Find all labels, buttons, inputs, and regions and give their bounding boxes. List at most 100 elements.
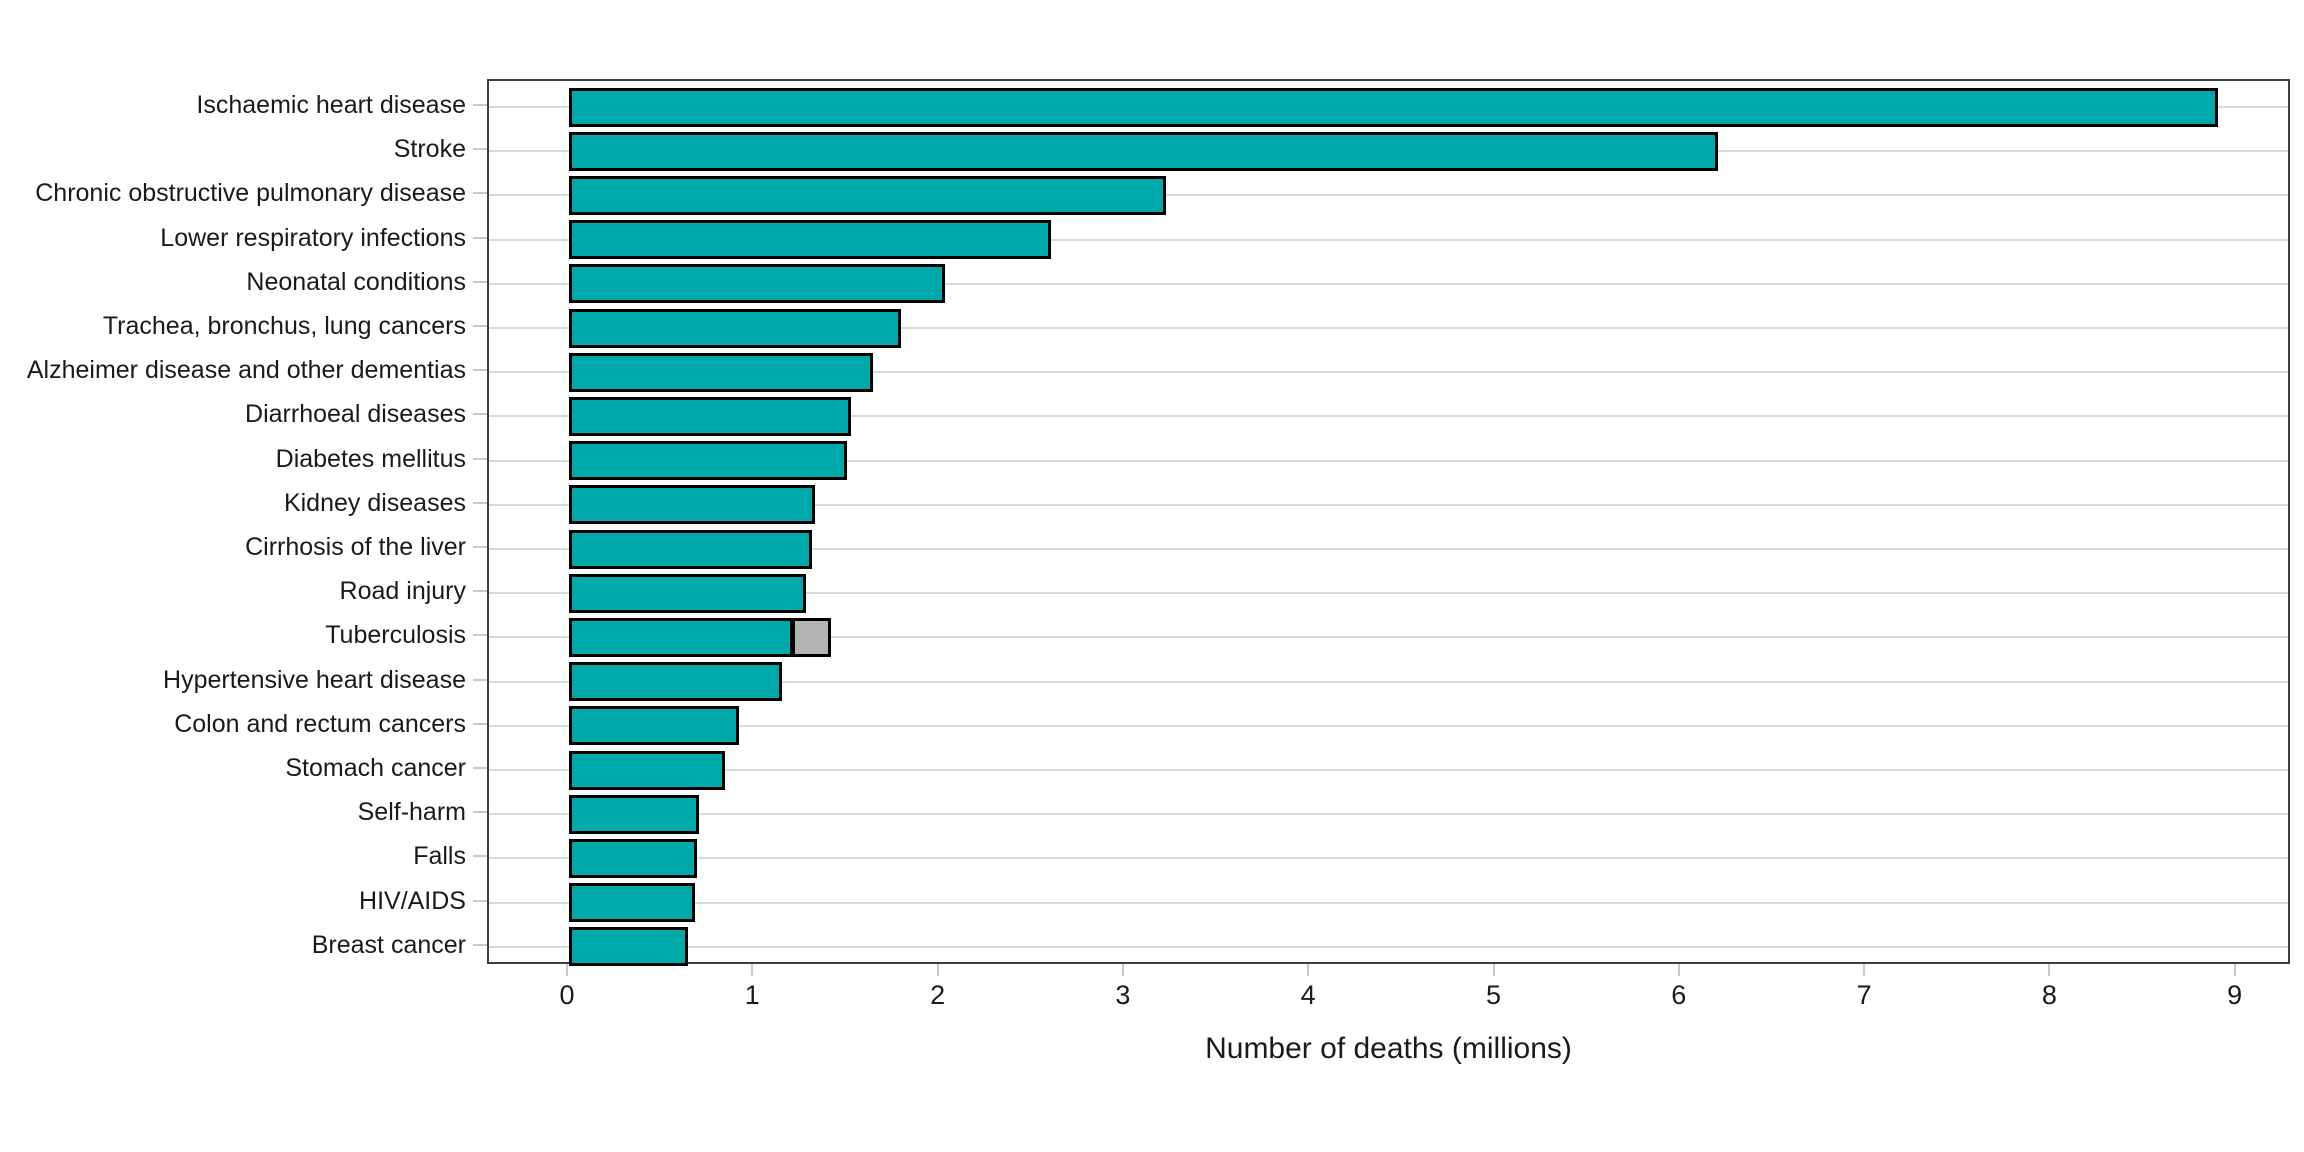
y-tick bbox=[473, 148, 487, 151]
gridline bbox=[489, 636, 2288, 639]
category-label-hypertensive-heart-disease: Hypertensive heart disease bbox=[163, 665, 466, 694]
category-label-trachea-bronchus-lung-cancers: Trachea, bronchus, lung cancers bbox=[102, 312, 466, 340]
gridline bbox=[489, 724, 2288, 727]
x-tick-label-0: 0 bbox=[559, 980, 575, 1010]
gridline bbox=[489, 327, 2288, 329]
y-tick bbox=[473, 457, 487, 460]
category-label-colon-and-rectum-cancers: Colon and rectum cancers bbox=[174, 709, 466, 738]
y-tick bbox=[473, 501, 487, 504]
y-tick bbox=[473, 855, 487, 858]
bar-neonatal-conditions bbox=[569, 264, 945, 304]
gridline bbox=[489, 503, 2288, 506]
y-tick bbox=[473, 546, 487, 548]
x-tick bbox=[1121, 964, 1124, 976]
category-label-self-harm: Self-harm bbox=[357, 798, 466, 827]
category-label-road-injury: Road injury bbox=[339, 577, 466, 606]
bar-self-harm bbox=[569, 794, 699, 834]
gridline bbox=[489, 680, 2288, 683]
x-tick-label-3: 3 bbox=[1115, 980, 1131, 1010]
y-tick bbox=[473, 192, 487, 195]
x-tick-label-8: 8 bbox=[2041, 980, 2057, 1010]
bar-hiv-aids bbox=[569, 883, 695, 923]
category-label-alzheimer-disease-and-other-dementias: Alzheimer disease and other dementias bbox=[26, 356, 466, 385]
bar-stomach-cancer bbox=[569, 750, 725, 790]
bar-lower-respiratory-infections bbox=[569, 220, 1051, 260]
bar-colon-and-rectum-cancers bbox=[569, 706, 739, 746]
category-label-hiv-aids: HIV/AIDS bbox=[359, 886, 466, 915]
category-label-diabetes-mellitus: Diabetes mellitus bbox=[275, 444, 466, 473]
y-tick bbox=[473, 590, 487, 593]
x-tick-label-2: 2 bbox=[930, 980, 946, 1010]
y-tick bbox=[473, 104, 487, 106]
y-tick bbox=[473, 678, 487, 681]
bar-ischaemic-heart-disease bbox=[569, 87, 2218, 127]
bar-cirrhosis-of-the-liver bbox=[569, 529, 812, 569]
bar-breast-cancer bbox=[569, 927, 688, 967]
x-tick bbox=[2233, 964, 2236, 976]
category-label-breast-cancer: Breast cancer bbox=[311, 930, 466, 959]
gridline bbox=[489, 371, 2288, 374]
y-tick bbox=[473, 413, 487, 416]
gridline bbox=[489, 194, 2288, 197]
bar-stroke bbox=[569, 131, 1718, 171]
x-tick bbox=[566, 964, 568, 976]
x-axis-title: Number of deaths (millions) bbox=[1205, 1032, 1572, 1065]
x-tick bbox=[1307, 964, 1310, 976]
x-tick-label-9: 9 bbox=[2227, 980, 2243, 1010]
gridline bbox=[489, 769, 2288, 771]
category-label-ischaemic-heart-disease: Ischaemic heart disease bbox=[196, 91, 466, 119]
category-label-tuberculosis: Tuberculosis bbox=[325, 621, 466, 650]
y-tick bbox=[473, 899, 487, 902]
gridline bbox=[489, 857, 2288, 860]
bar-segment-tuberculosis bbox=[792, 617, 832, 657]
bar-alzheimer-disease-and-other-dementias bbox=[569, 352, 873, 392]
category-label-diarrhoeal-diseases: Diarrhoeal diseases bbox=[245, 400, 466, 429]
x-tick bbox=[2048, 964, 2051, 976]
x-tick-label-1: 1 bbox=[744, 980, 760, 1010]
gridline bbox=[489, 813, 2288, 816]
gridline bbox=[489, 901, 2288, 904]
y-tick bbox=[473, 236, 487, 239]
gridline bbox=[489, 459, 2288, 462]
category-label-chronic-obstructive-pulmonary-disease: Chronic obstructive pulmonary disease bbox=[35, 179, 466, 208]
gridline bbox=[489, 238, 2288, 241]
x-tick bbox=[1677, 964, 1680, 976]
x-tick-label-6: 6 bbox=[1671, 980, 1687, 1010]
gridline bbox=[489, 548, 2288, 550]
plot-panel bbox=[487, 79, 2290, 967]
bar-tuberculosis bbox=[569, 617, 793, 657]
category-label-stroke: Stroke bbox=[393, 135, 466, 164]
bar-diabetes-mellitus bbox=[569, 441, 847, 481]
x-tick bbox=[1492, 964, 1495, 976]
gridline bbox=[489, 415, 2288, 418]
x-tick-label-4: 4 bbox=[1300, 980, 1316, 1010]
gridline bbox=[489, 282, 2288, 285]
x-tick bbox=[1863, 964, 1866, 976]
bar-road-injury bbox=[569, 573, 806, 613]
x-tick bbox=[936, 964, 939, 976]
category-label-lower-respiratory-infections: Lower respiratory infections bbox=[160, 223, 466, 252]
x-tick-label-7: 7 bbox=[1856, 980, 1872, 1010]
bar-diarrhoeal-diseases bbox=[569, 396, 851, 436]
bar-hypertensive-heart-disease bbox=[569, 662, 782, 702]
category-label-kidney-diseases: Kidney diseases bbox=[283, 488, 466, 517]
y-tick bbox=[473, 811, 487, 814]
category-label-neonatal-conditions: Neonatal conditions bbox=[246, 267, 466, 296]
y-tick bbox=[473, 634, 487, 637]
y-tick bbox=[473, 767, 487, 769]
bar-falls bbox=[569, 838, 697, 878]
y-tick bbox=[473, 943, 487, 946]
bar-kidney-diseases bbox=[569, 485, 815, 525]
y-tick bbox=[473, 325, 487, 327]
y-tick bbox=[473, 722, 487, 725]
gridline bbox=[489, 945, 2288, 948]
x-tick-label-5: 5 bbox=[1485, 980, 1502, 1010]
y-tick bbox=[473, 369, 487, 372]
gridline bbox=[489, 592, 2288, 595]
category-label-cirrhosis-of-the-liver: Cirrhosis of the liver bbox=[245, 533, 466, 561]
y-tick bbox=[473, 280, 487, 283]
category-label-stomach-cancer: Stomach cancer bbox=[285, 754, 466, 782]
category-label-falls: Falls bbox=[413, 842, 466, 871]
bar-trachea-bronchus-lung-cancers bbox=[569, 308, 901, 348]
